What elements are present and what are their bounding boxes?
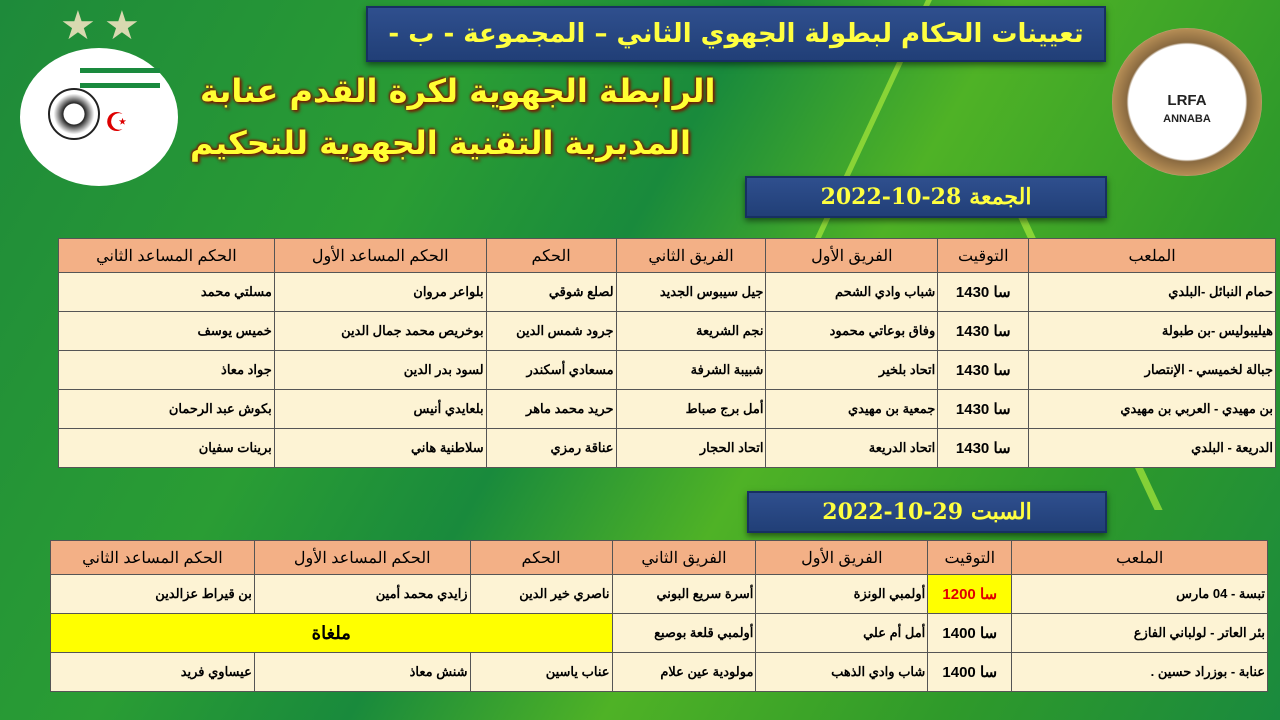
header-team-2: الفريق الثاني — [615, 238, 767, 273]
schedule-table-saturday: الملعب التوقيت الفريق الأول الفريق الثاني ال… — [50, 540, 1268, 692]
page-title: تعيينات الحكام لبطولة الجهوي الثاني – ال… — [366, 6, 1106, 62]
cell-team-2: أولمبي قلعة بوصبع — [611, 613, 757, 653]
star-icon: ★ — [104, 3, 140, 49]
cell-stadium: بئر العاتر - لولباني الفازع — [1011, 613, 1268, 653]
cell-assistant-2: برينات سفيان — [58, 428, 275, 468]
header-referee: الحكم — [469, 540, 613, 575]
header-assistant-1: الحكم المساعد الأول — [253, 540, 471, 575]
cell-time: 14سا 30 — [937, 272, 1030, 312]
date-label: 2022-10-28 — [820, 184, 962, 210]
header-time: التوقيت — [927, 540, 1013, 575]
table-row: جبالة لخميسي - الإنتصار 14سا 30 اتحاد بلخي… — [58, 350, 1276, 390]
cell-team-2: مولودية عين علام — [611, 652, 757, 692]
cell-team-1: وفاق بوعاتي محمود — [765, 311, 939, 351]
cell-stadium: الدريعة - البلدي — [1028, 428, 1276, 468]
cell-stadium: حمام النبائل -البلدي — [1028, 272, 1276, 312]
cell-team-2: نجم الشريعة — [615, 311, 767, 351]
cell-referee: عناب ياسين — [469, 652, 613, 692]
header-time: التوقيت — [937, 238, 1030, 273]
schedule-table-friday: الملعب التوقيت الفريق الأول الفريق الثاني ال… — [58, 238, 1276, 468]
cell-assistant-2: بكوش عبد الرحمان — [58, 389, 275, 429]
day-label: الجمعة — [969, 184, 1032, 210]
table-row: بئر العاتر - لولباني الفازع 14سا 00 أمل أم… — [50, 613, 1268, 653]
cell-referee: مسعادي أسكندر — [485, 350, 617, 390]
cell-team-1: اتحاد الدريعة — [765, 428, 939, 468]
table-row: تبسة - 04 مارس 12سا 00 أولمبي الونزة أسرة س… — [50, 574, 1268, 614]
cell-assistant-1: بلواعر مروان — [273, 272, 487, 312]
cell-team-1: شباب وادي الشحم — [765, 272, 939, 312]
org-line-1: الرابطة الجهوية لكرة القدم عنابة — [200, 72, 716, 110]
cell-stadium: بن مهيدي - العربي بن مهيدي — [1028, 389, 1276, 429]
cell-team-2: أسرة سريع البوني — [611, 574, 757, 614]
cell-time: 14سا 30 — [937, 311, 1030, 351]
cell-time: 14سا 30 — [937, 428, 1030, 468]
cell-referee: حريد محمد ماهر — [485, 389, 617, 429]
cell-assistant-1: شنش معاذ — [253, 652, 471, 692]
cell-assistant-2: بن قيراط عزالدين — [50, 574, 255, 614]
day-label: السبت — [971, 499, 1032, 525]
cell-team-2: اتحاد الحجار — [615, 428, 767, 468]
cell-team-1: اتحاد بلخير — [765, 350, 939, 390]
cell-assistant-1: زايدي محمد أمين — [253, 574, 471, 614]
cell-assistant-2: مسلتي محمد — [58, 272, 275, 312]
header-assistant-2: الحكم المساعد الثاني — [58, 238, 275, 273]
cell-time: 14سا 00 — [927, 613, 1013, 653]
cell-assistant-1: سلاطنية هاني — [273, 428, 487, 468]
cell-stadium: هيليبوليس -بن طبولة — [1028, 311, 1276, 351]
cell-assistant-2: عيساوي فريد — [50, 652, 255, 692]
cell-assistant-1: بوخريص محمد جمال الدين — [273, 311, 487, 351]
header-team-2: الفريق الثاني — [611, 540, 757, 575]
cell-team-1: جمعية بن مهيدي — [765, 389, 939, 429]
table-row: حمام النبائل -البلدي 14سا 30 شباب وادي الش… — [58, 272, 1276, 312]
cell-referee: ناصري خير الدين — [469, 574, 613, 614]
cell-referee: لصلع شوقي — [485, 272, 617, 312]
cell-team-2: جيل سيبوس الجديد — [615, 272, 767, 312]
cell-time: 14سا 30 — [937, 389, 1030, 429]
header-team-1: الفريق الأول — [765, 238, 939, 273]
cell-team-1: أولمبي الونزة — [755, 574, 929, 614]
cell-team-1: شاب وادي الذهب — [755, 652, 929, 692]
cell-stadium: عنابة - بوزراد حسين . — [1011, 652, 1268, 692]
header-assistant-2: الحكم المساعد الثاني — [50, 540, 255, 575]
date-banner-2: السبت 2022-10-29 — [747, 491, 1107, 533]
cell-time: 14سا 00 — [927, 652, 1013, 692]
cell-stadium: تبسة - 04 مارس — [1011, 574, 1268, 614]
cell-time: 12سا 00 — [927, 574, 1013, 614]
table-row: بن مهيدي - العربي بن مهيدي 14سا 30 جمعية ب… — [58, 389, 1276, 429]
cell-assistant-1: لسود بدر الدين — [273, 350, 487, 390]
cell-assistant-2: خميس يوسف — [58, 311, 275, 351]
cell-stadium: جبالة لخميسي - الإنتصار — [1028, 350, 1276, 390]
algeria-federation-logo: ☪ — [20, 48, 178, 186]
cell-assistant-2: جواد معاذ — [58, 350, 275, 390]
lrfa-annaba-logo: LRFA ANNABA — [1112, 28, 1262, 176]
cell-team-2: أمل برج صباط — [615, 389, 767, 429]
cell-time: 14سا 30 — [937, 350, 1030, 390]
table-row: هيليبوليس -بن طبولة 14سا 30 وفاق بوعاتي مح… — [58, 311, 1276, 351]
org-line-2: المديرية التقنية الجهوية للتحكيم — [190, 124, 691, 162]
header-stadium: الملعب — [1011, 540, 1268, 575]
cell-referee: جرود شمس الدين — [485, 311, 617, 351]
cell-team-2: شبيبة الشرفة — [615, 350, 767, 390]
date-label: 2022-10-29 — [822, 499, 964, 525]
date-banner-1: الجمعة 2022-10-28 — [745, 176, 1107, 218]
header-referee: الحكم — [485, 238, 617, 273]
cell-referee: عناقة رمزي — [485, 428, 617, 468]
star-icon: ★ — [60, 3, 96, 49]
header-stadium: الملعب — [1028, 238, 1276, 273]
header-team-1: الفريق الأول — [755, 540, 929, 575]
cancelled-label: ملغاة — [50, 613, 613, 653]
table-row: الدريعة - البلدي 14سا 30 اتحاد الدريعة اتحا… — [58, 428, 1276, 468]
table-row: عنابة - بوزراد حسين . 14سا 00 شاب وادي الذ… — [50, 652, 1268, 692]
header-assistant-1: الحكم المساعد الأول — [273, 238, 487, 273]
cell-assistant-1: بلعايدي أنيس — [273, 389, 487, 429]
cell-team-1: أمل أم علي — [755, 613, 929, 653]
